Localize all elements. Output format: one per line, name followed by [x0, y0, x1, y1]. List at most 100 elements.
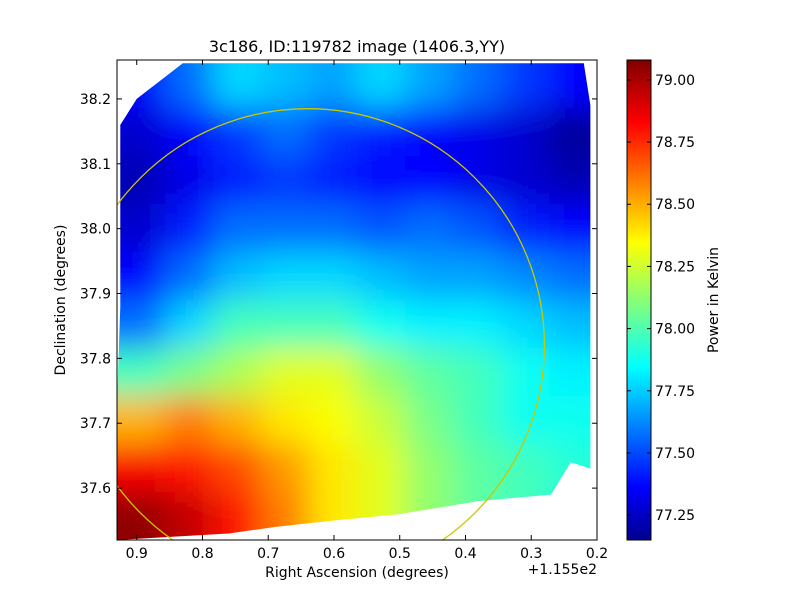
heatmap-cell: [165, 492, 214, 540]
heatmap-cell: [309, 396, 358, 445]
heatmap-cell: [405, 204, 454, 253]
heatmap-cell: [165, 348, 214, 397]
chart-title: 3c186, ID:119782 image (1406.3,YY): [209, 37, 505, 56]
x-axis-offset: +1.155e2: [528, 562, 597, 578]
heatmap-cell: [309, 204, 358, 253]
heatmap-cell: [549, 396, 591, 445]
heatmap-cell: [549, 63, 591, 109]
heatmap-cell: [357, 444, 406, 493]
colorbar-label: Power in Kelvin: [706, 247, 722, 353]
heatmap-cell: [165, 444, 214, 493]
heatmap-cell: [405, 156, 454, 205]
heatmap-cell: [117, 108, 166, 157]
x-tick-label: 0.5: [389, 546, 411, 562]
heatmap-cell: [309, 63, 358, 109]
heatmap-cell: [453, 348, 502, 397]
colorbar-ticks: 77.25 77.50 77.75 78.00 78.25 78.50 78.75 79.00: [627, 73, 695, 524]
heatmap-cell: [549, 204, 591, 253]
colorbar-tick-label: 78.75: [655, 135, 695, 151]
heatmap-cell: [165, 108, 214, 157]
heatmap-cell: [213, 444, 262, 493]
heatmap-cell: [117, 300, 166, 349]
y-tick-label: 37.6: [80, 481, 111, 497]
heatmap-cell: [261, 444, 310, 493]
heatmap-cell: [213, 63, 262, 109]
heatmap-cell: [549, 156, 591, 205]
x-tick-label: 0.7: [257, 546, 279, 562]
heatmap-cell: [357, 396, 406, 445]
heatmap-cell: [501, 63, 550, 109]
heatmap-cell: [309, 156, 358, 205]
heatmap-cell: [213, 300, 262, 349]
colorbar: [626, 59, 652, 541]
heatmap-cell: [309, 348, 358, 397]
heatmap-cell: [117, 396, 166, 445]
colorbar-tick-label: 77.50: [655, 446, 695, 462]
x-tick-label: 0.2: [586, 546, 608, 562]
colorbar-tick-label: 77.25: [655, 508, 695, 524]
heatmap-cell: [165, 300, 214, 349]
heatmap-cell: [453, 300, 502, 349]
y-tick-label: 38.0: [80, 222, 111, 238]
plot-frame: [116, 59, 598, 541]
colorbar-tick-label: 78.25: [655, 259, 695, 275]
heatmap-cell: [501, 348, 550, 397]
heatmap-cell: [261, 300, 310, 349]
heatmap-cell: [405, 348, 454, 397]
heatmap-image: [117, 63, 591, 540]
heatmap-cell: [453, 252, 502, 301]
heatmap-cell: [165, 156, 214, 205]
heatmap-cell: [261, 204, 310, 253]
heatmap-cell: [213, 108, 262, 157]
x-tick-label: 0.8: [191, 546, 213, 562]
heatmap-cell: [453, 492, 502, 540]
heatmap-cell: [501, 108, 550, 157]
heatmap-cell: [309, 108, 358, 157]
heatmap-cell: [357, 63, 406, 109]
y-tick-label: 38.2: [80, 92, 111, 108]
beam-circle: [117, 108, 545, 540]
heatmap-cell: [117, 492, 166, 540]
heatmap-cell: [357, 156, 406, 205]
heatmap-cell: [501, 300, 550, 349]
heatmap-cell: [501, 156, 550, 205]
x-tick-label: 0.4: [454, 546, 476, 562]
heatmap-cell: [165, 204, 214, 253]
heatmap-cell: [405, 108, 454, 157]
heatmap-cell: [309, 252, 358, 301]
heatmap-cell: [357, 204, 406, 253]
heatmap-cell: [213, 204, 262, 253]
heatmap-cell: [213, 156, 262, 205]
heatmap-cell: [453, 396, 502, 445]
heatmap-cell: [117, 444, 166, 493]
x-axis-label: Right Ascension (degrees): [265, 565, 449, 581]
y-tick-label: 37.8: [80, 351, 111, 367]
heatmap-cell: [453, 204, 502, 253]
colorbar-tick-label: 78.50: [655, 197, 695, 213]
x-tick-label: 0.6: [323, 546, 345, 562]
colorbar-tick-label: 77.75: [655, 384, 695, 400]
heatmap-cell: [453, 444, 502, 493]
y-axis-label: Declination (degrees): [53, 225, 69, 376]
y-tick-label: 38.1: [80, 157, 111, 173]
heatmap-cell: [261, 108, 310, 157]
y-tick-label: 37.9: [80, 287, 111, 303]
heatmap-cell: [261, 156, 310, 205]
x-tick-label: 0.3: [520, 546, 542, 562]
heatmap-cell: [309, 444, 358, 493]
heatmap-cell: [117, 156, 166, 205]
heatmap-cell: [309, 300, 358, 349]
heatmap-cell: [501, 252, 550, 301]
heatmap-cell: [453, 63, 502, 109]
heatmap-cell: [405, 252, 454, 301]
heatmap-cell: [549, 300, 591, 349]
heatmap-cell: [549, 444, 591, 493]
colorbar-tick-label: 78.00: [655, 322, 695, 338]
heatmap-cell: [549, 348, 591, 397]
heatmap-cell: [501, 204, 550, 253]
heatmap-cell: [357, 300, 406, 349]
heatmap-cell: [117, 204, 166, 253]
heatmap-cell: [357, 348, 406, 397]
heatmap-cell: [501, 444, 550, 493]
